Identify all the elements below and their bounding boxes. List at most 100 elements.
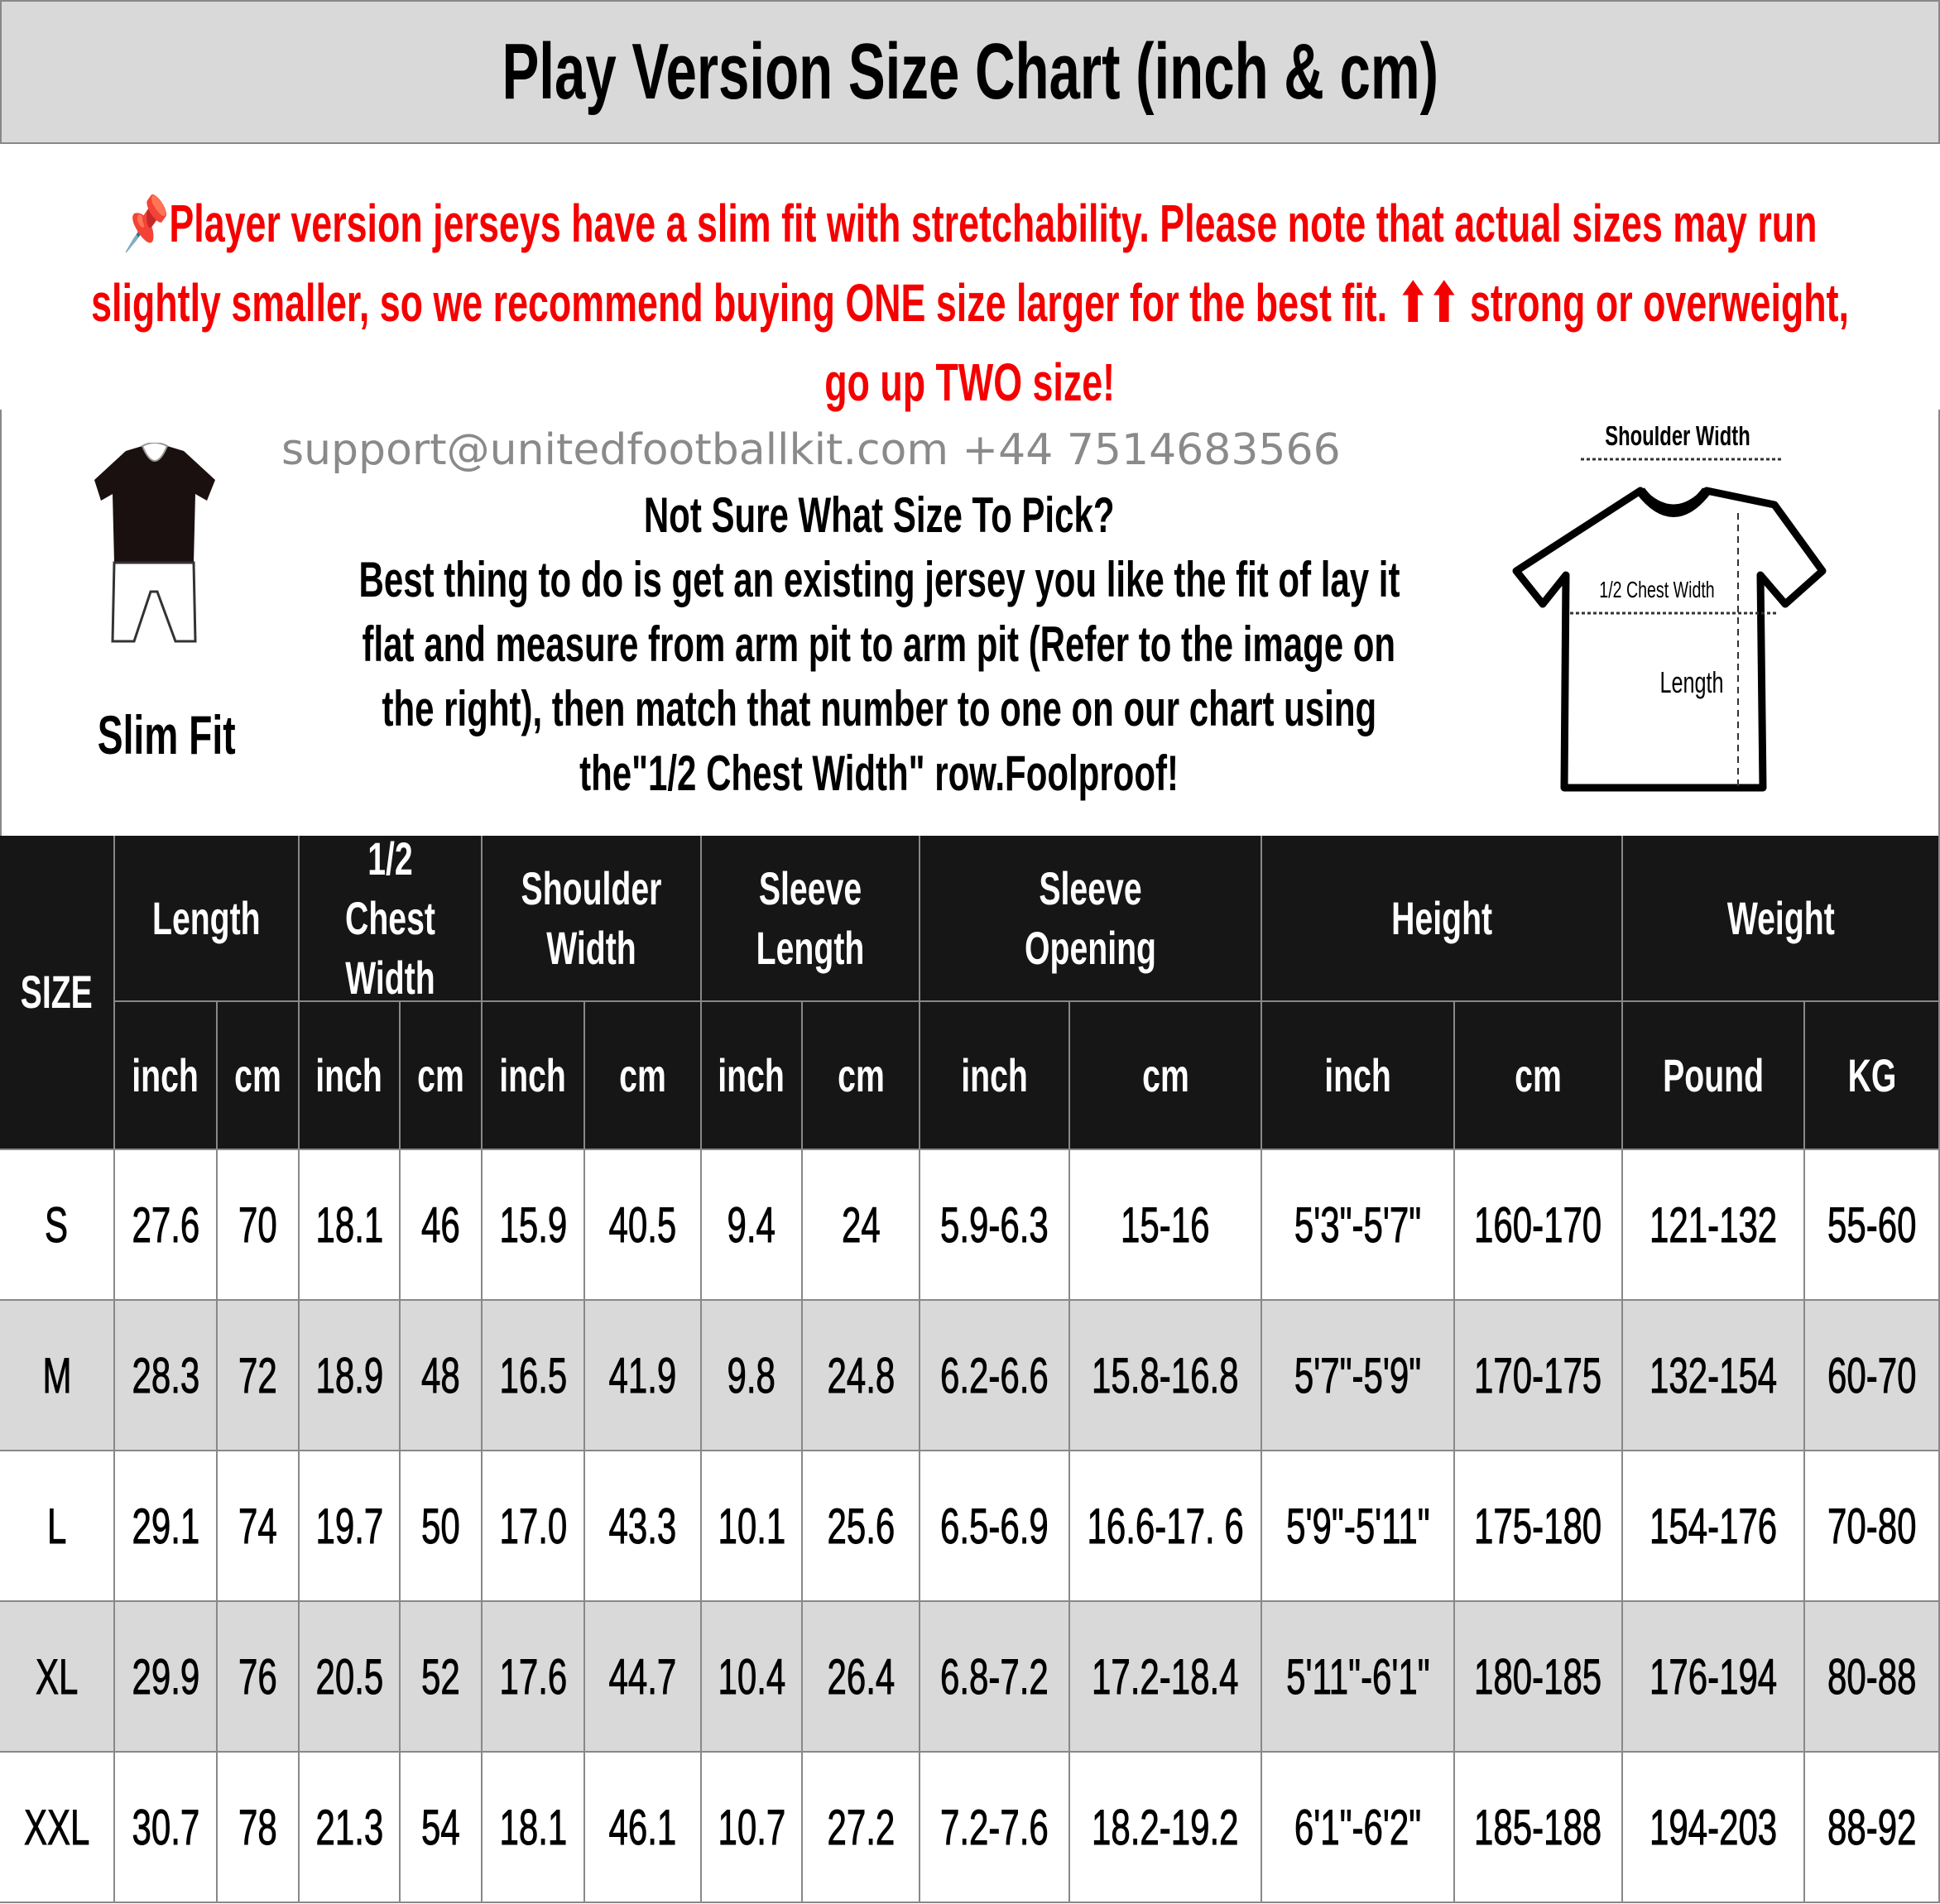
table-cell: 5.9-6.3 — [920, 1150, 1070, 1301]
table-cell: 25.6 — [803, 1451, 920, 1602]
title-bar: Play Version Size Chart (inch & cm) — [0, 0, 1940, 144]
table-cell-text: 18.1 — [499, 1799, 567, 1855]
unit-header-text: cm — [417, 1048, 464, 1101]
length-label: Length — [1659, 666, 1723, 700]
unit-header: cm — [585, 1002, 702, 1150]
group-header-text: Sleeve Opening — [1025, 861, 1156, 974]
table-cell: 18.1 — [300, 1150, 401, 1301]
group-header: Weight — [1623, 836, 1940, 1002]
group-header-text: Weight — [1726, 891, 1835, 944]
shoulder-width-label: Shoulder Width — [1605, 426, 1750, 452]
table-cell: 24 — [803, 1150, 920, 1301]
table-cell-text: 5'7"-5'9" — [1294, 1347, 1422, 1403]
table-cell-text: 15-16 — [1121, 1197, 1210, 1253]
table-cell: 78 — [218, 1753, 300, 1903]
table-cell-text: 44.7 — [608, 1648, 677, 1705]
unit-header-text: inch — [132, 1048, 199, 1101]
table-cell: 28.3 — [115, 1301, 218, 1451]
notice-line: 📌Player version jerseys have a slim fit … — [122, 193, 1818, 253]
table-cell: 29.9 — [115, 1602, 218, 1753]
guide-section: Slim Fit Not Sure What Size To Pick? Bes… — [0, 410, 1940, 836]
group-header-text: Height — [1391, 891, 1492, 944]
table-cell: 70-80 — [1805, 1451, 1940, 1602]
table-cell-text: 52 — [421, 1648, 460, 1705]
table-cell-text: 9.8 — [727, 1347, 776, 1403]
table-cell-text: 5'11"-6'1" — [1285, 1648, 1430, 1705]
group-header: 1/2 Chest Width — [300, 832, 483, 1004]
unit-header-text: inch — [315, 1048, 383, 1101]
table-cell-text: 40.5 — [608, 1197, 677, 1253]
table-cell-text: 15.8-16.8 — [1092, 1347, 1239, 1403]
table-cell-text: 7.2-7.6 — [940, 1799, 1049, 1855]
table-cell-text: 70 — [238, 1197, 277, 1253]
size-cell-text: M — [41, 1347, 72, 1403]
table-cell: 16.5 — [483, 1301, 585, 1451]
table-cell: 74 — [218, 1451, 300, 1602]
table-cell-text: 74 — [238, 1498, 277, 1554]
table-cell: 121-132 — [1623, 1150, 1805, 1301]
table-cell: 176-194 — [1623, 1602, 1805, 1753]
table-cell-text: 18.9 — [315, 1347, 383, 1403]
unit-header-text: inch — [961, 1048, 1028, 1101]
table-cell-text: 50 — [421, 1498, 460, 1554]
table-cell: 72 — [218, 1301, 300, 1451]
table-cell: 41.9 — [585, 1301, 702, 1451]
table-cell: 52 — [401, 1602, 483, 1753]
table-cell-text: 28.3 — [132, 1347, 199, 1403]
table-cell-text: 30.7 — [132, 1799, 199, 1855]
table-cell: 24.8 — [803, 1301, 920, 1451]
table-cell: 5'11"-6'1" — [1262, 1602, 1455, 1753]
unit-header: inch — [920, 1002, 1070, 1150]
table-cell-text: 60-70 — [1827, 1347, 1917, 1403]
table-cell-text: 17.2-18.4 — [1092, 1648, 1239, 1705]
table-cell: 5'3"-5'7" — [1262, 1150, 1455, 1301]
guide-line: flat and measure from arm pit to arm pit… — [362, 616, 1396, 672]
table-cell: 16.6-17. 6 — [1070, 1451, 1262, 1602]
table-cell: 55-60 — [1805, 1150, 1940, 1301]
table-cell: 19.7 — [300, 1451, 401, 1602]
unit-header: inch — [115, 1002, 218, 1150]
table-cell-text: 27.2 — [827, 1799, 895, 1855]
table-cell: 70 — [218, 1150, 300, 1301]
size-cell-text: XXL — [23, 1799, 90, 1855]
table-cell: 6.2-6.6 — [920, 1301, 1070, 1451]
group-header: Sleeve Length — [702, 836, 920, 1002]
measurement-diagram: Shoulder Width 1/2 Chest Width Length — [1512, 426, 1827, 792]
table-cell: 18.2-19.2 — [1070, 1753, 1262, 1903]
unit-header-text: inch — [1324, 1048, 1391, 1101]
table-cell-text: 46 — [421, 1197, 460, 1253]
unit-header-text: cm — [619, 1048, 666, 1101]
table-cell: 30.7 — [115, 1753, 218, 1903]
size-cell-text: S — [45, 1197, 69, 1253]
table-cell: 185-188 — [1455, 1753, 1623, 1903]
table-cell-text: 175-180 — [1474, 1498, 1602, 1554]
group-header: Height — [1262, 836, 1623, 1002]
table-cell-text: 185-188 — [1474, 1799, 1602, 1855]
unit-header: inch — [702, 1002, 803, 1150]
table-cell: 50 — [401, 1451, 483, 1602]
table-cell: 60-70 — [1805, 1301, 1940, 1451]
table-cell-text: 72 — [238, 1347, 277, 1403]
table-cell: 132-154 — [1623, 1301, 1805, 1451]
table-cell-text: 10.4 — [718, 1648, 785, 1705]
size-cell: M — [0, 1301, 115, 1451]
table-cell-text: 20.5 — [315, 1648, 383, 1705]
table-cell: 10.4 — [702, 1602, 803, 1753]
table-cell-text: 170-175 — [1474, 1347, 1602, 1403]
group-header-text: Sleeve Length — [756, 861, 865, 974]
table-cell-text: 5'9"-5'11" — [1285, 1498, 1430, 1554]
table-cell-text: 5.9-6.3 — [940, 1197, 1049, 1253]
table-cell: 180-185 — [1455, 1602, 1623, 1753]
unit-header: cm — [1455, 1002, 1623, 1150]
table-cell-text: 29.1 — [132, 1498, 199, 1554]
fit-notice: 📌Player version jerseys have a slim fit … — [0, 184, 1940, 422]
table-cell-text: 80-88 — [1827, 1648, 1917, 1705]
table-cell: 6'1"-6'2" — [1262, 1753, 1455, 1903]
unit-header-text: cm — [1141, 1048, 1189, 1101]
table-cell: 18.1 — [483, 1753, 585, 1903]
unit-header-text: cm — [1515, 1048, 1562, 1101]
unit-header-text: inch — [718, 1048, 785, 1101]
unit-header: inch — [1262, 1002, 1455, 1150]
table-cell-text: 15.9 — [499, 1197, 567, 1253]
notice-line: slightly smaller, so we recommend buying… — [91, 272, 1849, 333]
